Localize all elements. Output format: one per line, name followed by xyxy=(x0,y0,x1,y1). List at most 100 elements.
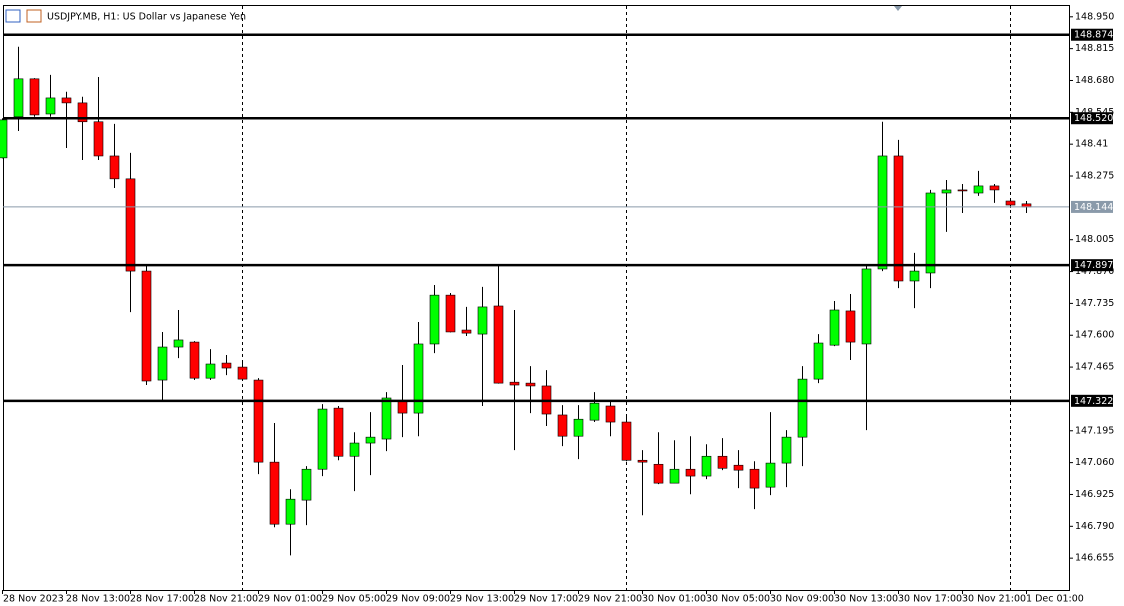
level-label-bg xyxy=(1071,28,1113,41)
candle-body xyxy=(845,310,856,343)
candle-body xyxy=(77,102,88,123)
x-tick-label: 29 Nov 01:00 xyxy=(258,594,322,605)
level-label: 148.874 xyxy=(1074,30,1113,41)
candle-body xyxy=(717,455,728,469)
candle-body xyxy=(397,400,408,414)
x-tick-label: 30 Nov 21:00 xyxy=(962,594,1026,605)
candle-body xyxy=(957,189,968,192)
candle-body xyxy=(301,468,312,501)
x-tick-label: 28 Nov 21:00 xyxy=(194,594,258,605)
candle-body xyxy=(749,468,760,489)
y-tick-label: 148.950 xyxy=(1075,11,1114,22)
x-tick-label: 28 Nov 2023 xyxy=(3,594,64,605)
candle-body xyxy=(285,498,296,525)
candle-body xyxy=(733,464,744,471)
candle-body xyxy=(125,178,136,272)
candle-body xyxy=(973,185,984,194)
day-separators xyxy=(242,6,1011,590)
plot xyxy=(0,46,1032,556)
candle-body xyxy=(317,408,328,470)
candle-body xyxy=(653,463,664,484)
candle-body xyxy=(669,468,680,484)
candle-body xyxy=(637,459,648,463)
shift-marker xyxy=(894,6,902,11)
candle-body xyxy=(925,192,936,274)
candle-body xyxy=(941,189,952,194)
candle-body xyxy=(909,270,920,282)
candle-body xyxy=(509,381,520,386)
y-tick-label: 146.925 xyxy=(1075,489,1114,500)
candle-body xyxy=(781,436,792,464)
y-tick-label: 148.275 xyxy=(1075,171,1114,182)
x-tick-label: 30 Nov 09:00 xyxy=(770,594,834,605)
candle-body xyxy=(765,462,776,488)
y-tick-label: 147.600 xyxy=(1075,330,1114,341)
candle-body xyxy=(173,339,184,348)
candle-body xyxy=(205,363,216,379)
candle-body xyxy=(573,418,584,437)
y-tick-label: 147.735 xyxy=(1075,298,1114,309)
candle-body xyxy=(1005,200,1016,206)
x-tick-label: 28 Nov 17:00 xyxy=(130,594,194,605)
level-label-bg xyxy=(1071,112,1113,125)
candle-body xyxy=(237,366,248,380)
candle-body xyxy=(0,119,8,159)
candle-body xyxy=(429,294,440,345)
candle-body xyxy=(61,97,72,104)
candle-body xyxy=(493,305,504,384)
candle-body xyxy=(253,379,264,463)
y-tick-label: 147.060 xyxy=(1075,457,1114,468)
candle-body xyxy=(349,442,360,457)
candle-body xyxy=(333,407,344,457)
x-tick-label: 29 Nov 21:00 xyxy=(578,594,642,605)
candle-body xyxy=(45,97,56,115)
candle-body xyxy=(365,436,376,444)
candle-body xyxy=(685,468,696,477)
candle-body xyxy=(93,121,104,157)
level-label-bg xyxy=(1071,394,1113,407)
candle-body xyxy=(861,268,872,345)
candle-body xyxy=(797,378,808,438)
x-tick-label: 1 Dec 01:00 xyxy=(1026,594,1084,605)
candle-body xyxy=(13,78,24,118)
candle-body xyxy=(189,341,200,379)
x-tick-label: 30 Nov 01:00 xyxy=(642,594,706,605)
level-label: 147.897 xyxy=(1074,260,1113,271)
chart-title: USDJPY.MB, H1: US Dollar vs Japanese Yen xyxy=(47,12,246,23)
candle-body xyxy=(445,294,456,333)
level-label: 147.322 xyxy=(1074,396,1113,407)
y-tick-label: 148.815 xyxy=(1075,43,1114,54)
candle-body xyxy=(221,362,232,369)
candle-body xyxy=(109,155,120,180)
candle-body xyxy=(29,78,40,116)
candle-body xyxy=(893,155,904,282)
level-label-bg xyxy=(1071,259,1113,272)
y-tick-label: 147.465 xyxy=(1075,362,1114,373)
x-tick-label: 29 Nov 09:00 xyxy=(386,594,450,605)
x-tick-label: 30 Nov 13:00 xyxy=(834,594,898,605)
y-tick-label: 146.790 xyxy=(1075,521,1114,532)
plot-frame xyxy=(3,5,1070,591)
candle-body xyxy=(589,402,600,421)
y-tick-label: 148.41 xyxy=(1075,139,1108,150)
candle-body xyxy=(381,397,392,440)
candle-body xyxy=(813,342,824,380)
candle-body xyxy=(701,455,712,477)
y-tick-label: 147.195 xyxy=(1075,425,1114,436)
x-tick-label: 30 Nov 17:00 xyxy=(898,594,962,605)
y-tick-label: 148.005 xyxy=(1075,234,1114,245)
x-tick-label: 30 Nov 05:00 xyxy=(706,594,770,605)
candle-body xyxy=(877,155,888,270)
candle-body xyxy=(525,382,536,387)
x-tick-label: 29 Nov 05:00 xyxy=(322,594,386,605)
candle-body xyxy=(461,329,472,334)
icon xyxy=(5,9,21,23)
x-tick-label: 28 Nov 13:00 xyxy=(66,594,130,605)
candle-body xyxy=(157,346,168,381)
level-label: 148.520 xyxy=(1074,113,1113,124)
candle-body xyxy=(141,270,152,382)
bid-label: 148.144 xyxy=(1074,202,1113,213)
candle-body xyxy=(605,405,616,423)
bid-label-bg xyxy=(1071,200,1113,213)
